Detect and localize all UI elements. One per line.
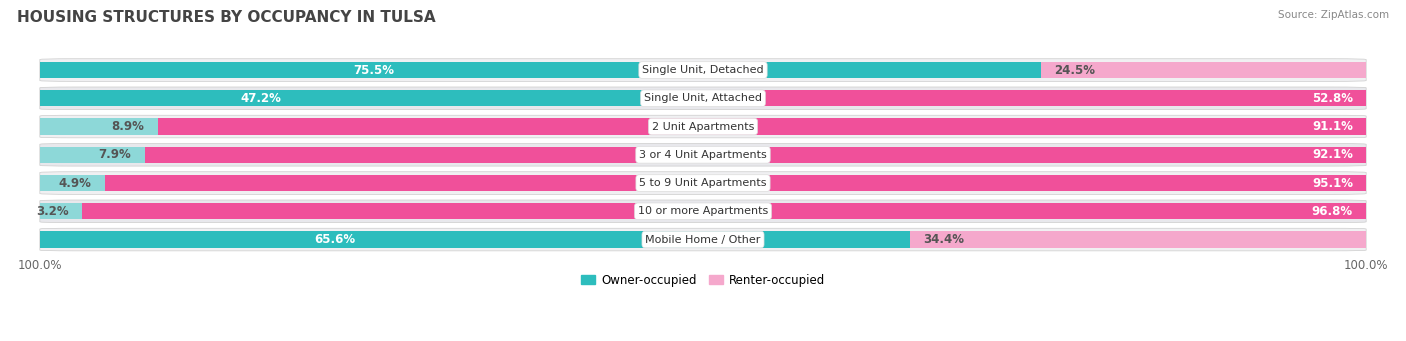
Text: 75.5%: 75.5% — [353, 63, 395, 76]
Text: 52.8%: 52.8% — [1312, 92, 1353, 105]
Text: 65.6%: 65.6% — [314, 233, 356, 246]
Text: HOUSING STRUCTURES BY OCCUPANCY IN TULSA: HOUSING STRUCTURES BY OCCUPANCY IN TULSA — [17, 10, 436, 25]
Bar — [39, 62, 1042, 78]
FancyBboxPatch shape — [39, 87, 1367, 109]
Bar — [39, 147, 145, 163]
Text: 92.1%: 92.1% — [1312, 148, 1353, 161]
Text: 8.9%: 8.9% — [111, 120, 145, 133]
FancyBboxPatch shape — [39, 200, 1367, 223]
Bar — [157, 118, 1367, 135]
Text: 47.2%: 47.2% — [240, 92, 281, 105]
Bar — [39, 118, 157, 135]
Text: 91.1%: 91.1% — [1312, 120, 1353, 133]
Text: Single Unit, Detached: Single Unit, Detached — [643, 65, 763, 75]
Legend: Owner-occupied, Renter-occupied: Owner-occupied, Renter-occupied — [576, 269, 830, 291]
Bar — [39, 203, 83, 220]
Text: 4.9%: 4.9% — [59, 177, 91, 190]
Text: 24.5%: 24.5% — [1054, 63, 1095, 76]
FancyBboxPatch shape — [39, 59, 1367, 81]
Bar — [666, 90, 1367, 106]
Bar — [910, 231, 1367, 248]
FancyBboxPatch shape — [39, 228, 1367, 251]
Text: 2 Unit Apartments: 2 Unit Apartments — [652, 121, 754, 132]
Text: 3 or 4 Unit Apartments: 3 or 4 Unit Apartments — [640, 150, 766, 160]
Text: 3.2%: 3.2% — [37, 205, 69, 218]
FancyBboxPatch shape — [39, 172, 1367, 194]
FancyBboxPatch shape — [39, 115, 1367, 138]
Text: 34.4%: 34.4% — [924, 233, 965, 246]
Text: 5 to 9 Unit Apartments: 5 to 9 Unit Apartments — [640, 178, 766, 188]
Bar — [83, 203, 1367, 220]
Text: 10 or more Apartments: 10 or more Apartments — [638, 206, 768, 216]
Text: 96.8%: 96.8% — [1312, 205, 1353, 218]
Bar — [39, 231, 910, 248]
Text: Source: ZipAtlas.com: Source: ZipAtlas.com — [1278, 10, 1389, 20]
Text: Single Unit, Attached: Single Unit, Attached — [644, 93, 762, 103]
Bar — [1042, 62, 1367, 78]
Bar — [39, 90, 666, 106]
Bar — [105, 175, 1367, 191]
Text: 7.9%: 7.9% — [98, 148, 131, 161]
Bar — [39, 175, 105, 191]
Bar — [145, 147, 1367, 163]
Text: 95.1%: 95.1% — [1312, 177, 1353, 190]
FancyBboxPatch shape — [39, 144, 1367, 166]
Text: Mobile Home / Other: Mobile Home / Other — [645, 235, 761, 244]
